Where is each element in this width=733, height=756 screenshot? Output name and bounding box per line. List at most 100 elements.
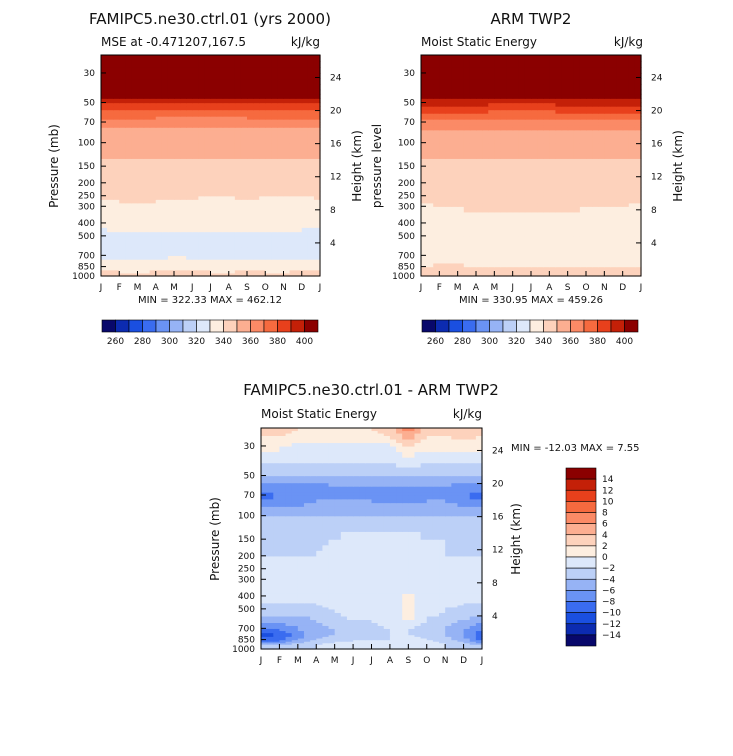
field-cell bbox=[371, 642, 379, 645]
field-cell bbox=[427, 235, 434, 240]
field-cell bbox=[107, 262, 114, 268]
field-cell bbox=[524, 89, 532, 95]
field-cell bbox=[420, 612, 428, 617]
field-cell bbox=[346, 645, 354, 648]
field-cell bbox=[307, 272, 315, 277]
field-cell bbox=[604, 60, 612, 68]
field-cell bbox=[307, 102, 315, 107]
colorbar-swatch bbox=[462, 319, 477, 333]
field-cell bbox=[353, 588, 360, 592]
field-cell bbox=[143, 262, 151, 268]
field-cell bbox=[604, 116, 612, 120]
field-cell bbox=[622, 106, 630, 111]
field-cell bbox=[295, 134, 303, 139]
field-cell bbox=[259, 134, 266, 139]
field-cell bbox=[586, 60, 593, 68]
field-cell bbox=[402, 585, 409, 589]
field-cell bbox=[265, 266, 272, 271]
field-cell bbox=[131, 231, 139, 237]
field-cell bbox=[365, 593, 373, 597]
field-cell bbox=[155, 166, 163, 173]
field-cell bbox=[427, 109, 434, 114]
field-cell bbox=[421, 127, 428, 131]
field-cell bbox=[271, 187, 279, 193]
field-cell bbox=[297, 645, 305, 648]
field-cell bbox=[198, 106, 206, 111]
field-cell bbox=[240, 122, 248, 126]
field-cell bbox=[174, 55, 181, 62]
field-cell bbox=[377, 628, 385, 632]
field-cell bbox=[451, 182, 459, 188]
field-cell bbox=[125, 134, 133, 139]
field-cell bbox=[186, 89, 193, 95]
field-cell bbox=[297, 642, 305, 645]
field-cell bbox=[180, 106, 187, 111]
field-cell bbox=[537, 249, 544, 253]
field-cell bbox=[107, 191, 114, 197]
field-cell bbox=[137, 55, 145, 62]
field-cell bbox=[259, 222, 266, 228]
field-cell bbox=[482, 119, 489, 123]
field-cell bbox=[420, 637, 428, 641]
field-cell bbox=[322, 575, 330, 580]
field-cell bbox=[291, 625, 299, 629]
field-cell bbox=[222, 231, 230, 237]
field-cell bbox=[303, 628, 311, 632]
field-cell bbox=[334, 604, 342, 608]
field-cell bbox=[506, 266, 514, 271]
field-cell bbox=[475, 639, 483, 642]
field-cell bbox=[289, 134, 297, 139]
field-cell bbox=[303, 645, 311, 648]
field-cell bbox=[531, 127, 538, 131]
field-cell bbox=[586, 78, 593, 85]
field-cell bbox=[476, 119, 483, 123]
field-cell bbox=[482, 122, 489, 126]
field-cell bbox=[500, 182, 508, 188]
field-cell bbox=[433, 222, 440, 228]
field-cell bbox=[476, 235, 483, 240]
field-cell bbox=[506, 102, 514, 107]
field-cell bbox=[204, 60, 212, 68]
field-cell bbox=[598, 106, 605, 111]
colorbar-swatch bbox=[290, 319, 305, 333]
field-cell bbox=[598, 195, 605, 200]
field-cell bbox=[451, 134, 459, 139]
panel-model: FAMIPC5.ne30.ctrl.01 (yrs 2000) MSE at -… bbox=[47, 10, 364, 347]
field-cell bbox=[210, 199, 218, 204]
field-cell bbox=[512, 102, 520, 107]
field-cell bbox=[377, 615, 385, 621]
field-cell bbox=[283, 206, 291, 213]
field-cell bbox=[289, 187, 297, 193]
field-cell bbox=[289, 202, 297, 207]
field-cell bbox=[482, 239, 489, 244]
field-cell bbox=[524, 187, 532, 193]
field-cell bbox=[265, 191, 272, 197]
field-cell bbox=[334, 634, 342, 637]
field-cell bbox=[155, 269, 163, 274]
field-cell bbox=[180, 109, 187, 114]
field-cell bbox=[204, 255, 212, 260]
field-cell bbox=[180, 72, 187, 80]
field-cell bbox=[143, 255, 151, 260]
field-cell bbox=[289, 116, 297, 120]
field-cell bbox=[119, 262, 126, 268]
field-cell bbox=[113, 78, 120, 85]
field-cell bbox=[537, 158, 544, 167]
field-cell bbox=[167, 187, 175, 193]
field-cell bbox=[408, 636, 416, 639]
field-cell bbox=[316, 575, 323, 580]
field-cell bbox=[143, 102, 151, 107]
field-cell bbox=[125, 239, 133, 244]
month-tick-label: F bbox=[437, 283, 442, 293]
field-cell bbox=[524, 93, 532, 99]
field-cell bbox=[301, 106, 309, 111]
field-cell bbox=[377, 639, 385, 642]
field-cell bbox=[119, 191, 126, 197]
field-cell bbox=[289, 222, 297, 228]
field-cell bbox=[433, 116, 440, 120]
field-cell bbox=[204, 262, 212, 268]
field-cell bbox=[482, 217, 489, 224]
field-cell bbox=[420, 604, 428, 608]
field-cell bbox=[457, 127, 465, 131]
field-cell bbox=[137, 269, 145, 274]
